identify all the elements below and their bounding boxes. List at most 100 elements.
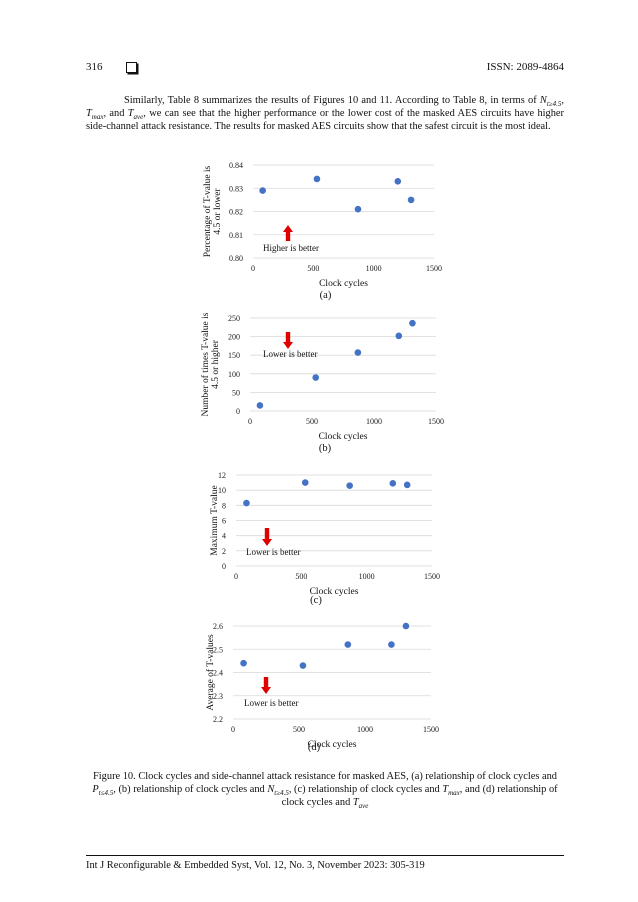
caption-tmax-base: T bbox=[442, 784, 449, 796]
data-point bbox=[354, 349, 362, 356]
footer-citation: Int J Reconfigurable & Embedded Syst, Vo… bbox=[86, 860, 425, 871]
caption-tave-base: T bbox=[352, 797, 359, 809]
data-point bbox=[312, 374, 320, 381]
x-tick-label: 1000 bbox=[366, 417, 382, 426]
caption-text-4: , and (d) relationship of clock cycles a… bbox=[281, 784, 558, 809]
data-point bbox=[354, 205, 362, 213]
data-point bbox=[389, 480, 397, 487]
x-axis-label: Clock cycles bbox=[310, 587, 359, 597]
x-tick-label: 500 bbox=[307, 264, 319, 273]
red-arrow-down-icon bbox=[262, 539, 272, 546]
math-n: Nt≥4.5 bbox=[539, 95, 562, 109]
data-point bbox=[344, 641, 352, 648]
x-tick-label: 0 bbox=[251, 264, 255, 273]
x-tick-label: 1500 bbox=[423, 725, 439, 734]
data-point bbox=[301, 479, 309, 486]
y-axis-label: 4.5 or higher bbox=[211, 339, 221, 389]
x-axis-label: Clock cycles bbox=[319, 279, 368, 289]
y-tick-label: 0 bbox=[236, 407, 240, 416]
data-point bbox=[256, 402, 264, 409]
data-point bbox=[394, 177, 402, 185]
red-arrow-shaft bbox=[263, 677, 269, 688]
annotation-label: Lower is better bbox=[246, 547, 300, 557]
data-point bbox=[407, 196, 415, 204]
y-tick-label: 0 bbox=[222, 562, 226, 571]
data-point bbox=[402, 622, 410, 630]
data-point bbox=[259, 187, 266, 194]
panel-label: (a) bbox=[320, 290, 332, 301]
caption-p-base: P bbox=[92, 784, 99, 796]
y-tick-label: 0.82 bbox=[229, 208, 243, 217]
x-tick-label: 1500 bbox=[428, 417, 444, 426]
y-axis-label: Maximum T-value bbox=[210, 485, 220, 555]
y-tick-label: 250 bbox=[228, 314, 240, 323]
caption-n-base: N bbox=[267, 784, 275, 796]
body-paragraph: Similarly, Table 8 summarizes the result… bbox=[86, 94, 564, 134]
math-tave-base: T bbox=[127, 108, 134, 120]
x-axis-label: Clock cycles bbox=[308, 740, 357, 750]
para-sep-1: , bbox=[561, 95, 564, 106]
annotation-label: Lower is better bbox=[244, 698, 298, 708]
y-tick-label: 0.81 bbox=[229, 231, 243, 240]
caption-text-2: , (b) relationship of clock cycles and bbox=[113, 784, 268, 796]
x-tick-label: 1000 bbox=[359, 572, 375, 581]
y-tick-label: 0.83 bbox=[229, 184, 243, 193]
footer-rule bbox=[86, 855, 564, 856]
x-tick-label: 1000 bbox=[366, 264, 382, 273]
math-n-base: N bbox=[539, 95, 547, 106]
page-number: 316 bbox=[86, 61, 103, 73]
y-tick-label: 200 bbox=[228, 333, 240, 342]
math-tmax-sub: max bbox=[91, 113, 104, 122]
y-tick-label: 2.5 bbox=[213, 645, 223, 654]
y-axis-label: Average of T-values bbox=[205, 634, 216, 711]
math-tave-sub: ave bbox=[133, 113, 144, 122]
y-tick-label: 4 bbox=[222, 532, 226, 541]
y-tick-label: 6 bbox=[222, 517, 226, 526]
y-tick-label: 2 bbox=[222, 547, 226, 556]
caption-tave-sub: ave bbox=[358, 802, 369, 811]
y-tick-label: 150 bbox=[228, 351, 240, 360]
red-arrow-up-icon bbox=[283, 225, 293, 232]
y-tick-label: 12 bbox=[218, 471, 226, 480]
red-arrow-down-icon bbox=[283, 342, 293, 349]
x-axis-label: Clock cycles bbox=[319, 432, 368, 442]
math-tmax: Tmax bbox=[86, 108, 104, 122]
data-point bbox=[409, 319, 416, 327]
math-n-sub: t≥4.5 bbox=[546, 100, 562, 109]
x-tick-label: 1500 bbox=[426, 264, 442, 273]
x-tick-label: 0 bbox=[248, 417, 252, 426]
page-header: 316 ISSN: 2089-4864 bbox=[86, 61, 564, 77]
y-axis-label: Number of times T-value is bbox=[200, 312, 211, 416]
caption-text-3: , (c) relationship of clock cycles and bbox=[288, 784, 443, 796]
y-axis-label: Percentage of T-value is bbox=[202, 165, 213, 257]
x-tick-label: 500 bbox=[293, 725, 305, 734]
y-tick-label: 2.2 bbox=[213, 715, 223, 724]
math-tave: Tave bbox=[127, 108, 144, 122]
x-tick-label: 0 bbox=[234, 572, 238, 581]
panel-label: (b) bbox=[319, 443, 332, 454]
x-tick-label: 1000 bbox=[357, 725, 373, 734]
red-arrow-shaft bbox=[285, 231, 291, 241]
red-arrow-shaft bbox=[264, 528, 270, 540]
y-tick-label: 0.80 bbox=[229, 254, 243, 263]
para-text-2: , we can see that the higher performance… bbox=[86, 108, 564, 133]
para-sep-2: , and bbox=[103, 108, 128, 120]
issn-label: ISSN: 2089-4864 bbox=[486, 61, 564, 73]
y-tick-label: 2.6 bbox=[213, 622, 223, 631]
x-tick-label: 0 bbox=[231, 725, 235, 734]
para-text-1: Similarly, Table 8 summarizes the result… bbox=[124, 95, 540, 106]
data-point bbox=[313, 175, 321, 183]
annotation-label: Higher is better bbox=[263, 243, 319, 253]
caption-math-p: Pt≤4.5 bbox=[92, 784, 113, 797]
caption-math-tmax: Tmax bbox=[442, 784, 459, 797]
y-tick-label: 2.3 bbox=[213, 692, 223, 701]
data-point bbox=[243, 499, 250, 507]
data-point bbox=[395, 332, 403, 340]
panel-label: (d) bbox=[308, 742, 321, 753]
data-point bbox=[403, 481, 411, 489]
x-tick-label: 500 bbox=[295, 572, 307, 581]
figure-caption: Figure 10. Clock cycles and side-channel… bbox=[86, 770, 564, 810]
y-tick-label: 0.84 bbox=[229, 161, 243, 170]
caption-text-1: Figure 10. Clock cycles and side-channel… bbox=[93, 771, 557, 782]
